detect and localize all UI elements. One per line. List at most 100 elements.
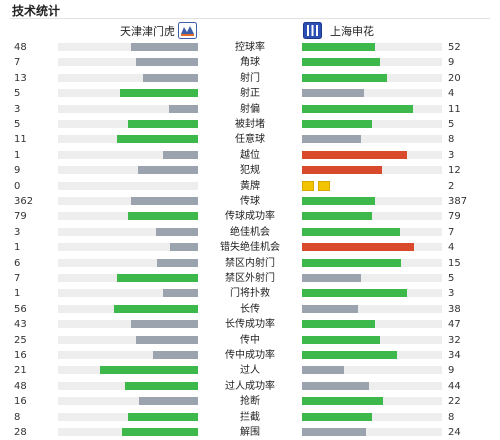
home-stat-value: 43 bbox=[14, 319, 27, 331]
home-stat-track bbox=[58, 43, 198, 51]
away-stat-bar bbox=[302, 73, 387, 82]
home-stat-track bbox=[58, 73, 198, 82]
away-stat-bar bbox=[302, 58, 380, 67]
stat-row: 48 过人成功率 44 bbox=[0, 379, 500, 394]
home-stat-bar bbox=[157, 258, 198, 267]
home-stat-track bbox=[58, 428, 198, 436]
home-stat-bar bbox=[163, 150, 198, 159]
stat-row: 11 任意球 8 bbox=[0, 132, 500, 147]
stat-label: 射门 bbox=[240, 72, 260, 84]
stat-row: 5 被封堵 5 bbox=[0, 117, 500, 132]
home-stat-bar bbox=[163, 289, 198, 298]
stat-label: 越位 bbox=[240, 149, 260, 161]
home-stat-track bbox=[58, 212, 198, 221]
stat-row: 1 错失绝佳机会 4 bbox=[0, 240, 500, 255]
stat-row: 25 传中 32 bbox=[0, 333, 500, 348]
away-stat-track bbox=[302, 135, 442, 144]
home-stat-value: 3 bbox=[14, 103, 21, 115]
home-stat-track bbox=[58, 258, 198, 267]
away-stat-track bbox=[302, 412, 442, 421]
stat-row: 43 长传成功率 47 bbox=[0, 317, 500, 332]
away-yellow-cards bbox=[302, 180, 334, 191]
home-stat-track bbox=[58, 412, 198, 421]
home-stat-track bbox=[58, 351, 198, 359]
away-stat-track bbox=[302, 258, 442, 267]
stat-label: 射偏 bbox=[240, 103, 260, 115]
stat-label: 禁区外射门 bbox=[225, 273, 275, 284]
home-stat-track bbox=[58, 104, 198, 113]
home-stat-track bbox=[58, 89, 198, 98]
home-stat-value: 1 bbox=[14, 242, 21, 254]
home-team-logo bbox=[178, 22, 197, 39]
home-stat-track bbox=[58, 58, 198, 67]
stat-label: 长传成功率 bbox=[225, 319, 275, 331]
stat-row: 3 射偏 11 bbox=[0, 102, 500, 117]
away-stat-value: 79 bbox=[448, 211, 461, 223]
away-stat-track bbox=[302, 428, 442, 436]
stat-label: 解围 bbox=[240, 427, 260, 438]
stat-label: 传球成功率 bbox=[225, 211, 275, 223]
stat-label: 长传 bbox=[240, 303, 260, 315]
home-stat-bar bbox=[117, 274, 198, 282]
away-stat-track bbox=[302, 197, 442, 205]
away-stat-value: 5 bbox=[448, 273, 455, 284]
away-stat-track bbox=[302, 227, 442, 236]
away-stat-bar bbox=[302, 412, 372, 421]
home-stat-value: 362 bbox=[14, 196, 34, 207]
home-stat-bar bbox=[122, 428, 198, 436]
stat-label: 控球率 bbox=[235, 42, 265, 53]
home-stat-bar bbox=[117, 135, 198, 144]
home-stat-track bbox=[58, 397, 198, 406]
away-stat-value: 9 bbox=[448, 57, 455, 69]
home-stat-track bbox=[58, 289, 198, 298]
away-stat-track bbox=[302, 304, 442, 313]
stat-row: 48 控球率 52 bbox=[0, 40, 500, 55]
home-stat-bar bbox=[138, 166, 198, 175]
stat-row: 13 射门 20 bbox=[0, 71, 500, 86]
stat-row: 6 禁区内射门 15 bbox=[0, 256, 500, 271]
away-stat-track bbox=[302, 351, 442, 359]
home-stat-track bbox=[58, 150, 198, 159]
home-stat-track bbox=[58, 135, 198, 144]
stat-label: 拦截 bbox=[240, 411, 260, 423]
away-stat-track bbox=[302, 120, 442, 128]
away-stat-value: 44 bbox=[448, 380, 461, 392]
stat-label: 绝佳机会 bbox=[230, 226, 270, 238]
stat-label: 射正 bbox=[240, 88, 260, 100]
away-stat-bar bbox=[302, 335, 380, 344]
home-stat-value: 11 bbox=[14, 134, 27, 146]
home-stat-value: 5 bbox=[14, 119, 21, 130]
away-stat-value: 2 bbox=[448, 180, 455, 192]
home-stat-bar bbox=[169, 104, 198, 113]
stat-row: 1 门将扑救 3 bbox=[0, 286, 500, 301]
away-stat-bar bbox=[302, 397, 383, 406]
home-stat-bar bbox=[131, 197, 198, 205]
home-stat-track bbox=[58, 227, 198, 236]
away-stat-value: 15 bbox=[448, 257, 461, 269]
home-stat-bar bbox=[125, 381, 198, 390]
away-stat-value: 47 bbox=[448, 319, 461, 331]
away-stat-track bbox=[302, 335, 442, 344]
away-stat-value: 8 bbox=[448, 134, 455, 146]
stat-row: 362 传球 387 bbox=[0, 194, 500, 209]
home-stat-value: 48 bbox=[14, 380, 27, 392]
away-stat-track bbox=[302, 274, 442, 282]
away-stat-track bbox=[302, 166, 442, 175]
stat-label: 黄牌 bbox=[240, 180, 260, 192]
away-stat-bar bbox=[302, 104, 413, 113]
away-stat-value: 38 bbox=[448, 303, 461, 315]
home-stat-bar bbox=[136, 335, 198, 344]
stat-row: 8 拦截 8 bbox=[0, 410, 500, 425]
stat-row: 7 禁区外射门 5 bbox=[0, 271, 500, 286]
stat-row: 28 解围 24 bbox=[0, 425, 500, 440]
home-stat-bar bbox=[143, 73, 198, 82]
stat-row: 16 抢断 22 bbox=[0, 394, 500, 409]
home-stat-value: 5 bbox=[14, 88, 21, 100]
home-stat-value: 56 bbox=[14, 303, 27, 315]
away-stat-value: 8 bbox=[448, 411, 455, 423]
stat-row: 5 射正 4 bbox=[0, 86, 500, 101]
home-stat-value: 25 bbox=[14, 334, 27, 346]
away-stat-track bbox=[302, 289, 442, 298]
home-stat-bar bbox=[131, 43, 198, 51]
away-stat-value: 9 bbox=[448, 365, 455, 377]
